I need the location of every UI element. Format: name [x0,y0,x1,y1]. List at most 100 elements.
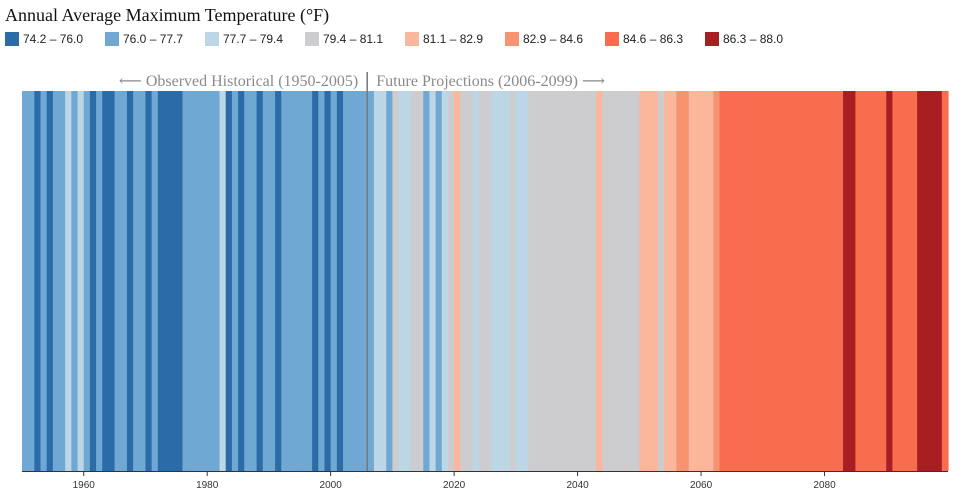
year-stripe-2054 [664,91,671,471]
year-stripe-2070 [762,91,770,471]
year-stripe-2051 [645,91,653,471]
year-stripe-1977 [188,91,196,471]
historical-period-label: ⟵ Observed Historical (1950-2005) [119,73,358,90]
year-stripe-2098 [935,91,943,471]
year-stripe-2018 [441,91,449,471]
year-stripe-1950 [22,91,29,471]
year-stripe-2000 [330,91,338,471]
year-stripe-2023 [472,91,480,471]
year-stripe-2028 [503,91,511,471]
year-stripe-2055 [670,91,677,471]
year-stripe-2067 [744,91,752,471]
year-stripe-1971 [151,91,159,471]
year-stripe-2019 [447,91,455,471]
year-stripe-2074 [787,91,795,471]
legend-item: 77.7 – 79.4 [205,32,305,46]
year-stripe-2099 [941,91,949,471]
legend-label: 74.2 – 76.0 [23,32,84,46]
x-tick-label: 1960 [73,480,96,491]
year-stripe-2003 [349,91,356,471]
legend-item: 84.6 – 86.3 [605,32,705,46]
year-stripe-2034 [540,91,548,471]
year-stripe-2081 [830,91,838,471]
year-stripe-2090 [886,91,894,471]
year-stripe-2078 [812,91,819,471]
year-stripe-1992 [281,91,289,471]
year-stripe-1995 [299,91,307,471]
legend-label: 82.9 – 84.6 [523,32,584,46]
year-stripe-2066 [738,91,745,471]
legend-swatch [305,32,319,46]
year-stripe-2089 [880,91,887,471]
year-stripe-1978 [194,91,202,471]
year-stripe-2061 [707,91,715,471]
year-stripe-2027 [497,91,505,471]
year-stripe-2047 [620,91,628,471]
year-stripe-2009 [386,91,393,471]
year-stripe-2025 [485,91,492,471]
year-stripe-2029 [509,91,517,471]
year-stripe-1999 [324,91,332,471]
year-stripe-1973 [163,91,171,471]
legend-item: 81.1 – 82.9 [405,32,505,46]
future-period-label: Future Projections (2006-2099) ⟶ [376,73,605,90]
year-stripe-2033 [534,91,542,471]
year-stripe-2021 [460,91,468,471]
year-stripe-2005 [361,91,369,471]
year-stripe-2031 [522,91,529,471]
year-stripe-2036 [552,91,560,471]
year-stripe-2001 [336,91,344,471]
year-stripe-2017 [435,91,443,471]
legend-swatch [405,32,419,46]
year-stripe-2053 [657,91,665,471]
year-stripe-1962 [96,91,103,471]
legend-swatch [505,32,519,46]
legend-item: 82.9 – 84.6 [505,32,605,46]
stripes-group [22,91,949,471]
year-stripe-2039 [571,91,579,471]
year-stripe-2035 [546,91,554,471]
year-stripe-1975 [176,91,184,471]
year-stripe-2026 [491,91,498,471]
year-stripe-2073 [781,91,789,471]
year-stripe-1980 [207,91,214,471]
year-stripe-1964 [108,91,116,471]
year-stripe-1968 [133,91,140,471]
year-stripe-1988 [256,91,264,471]
legend-swatch [105,32,119,46]
year-stripe-1974 [170,91,177,471]
year-stripe-2007 [373,91,381,471]
year-stripe-1994 [293,91,301,471]
year-stripe-2041 [583,91,591,471]
year-stripe-1965 [114,91,122,471]
year-stripe-1981 [213,91,221,471]
year-stripe-1991 [275,91,282,471]
year-stripe-2006 [367,91,375,471]
x-tick-label: 2020 [443,480,466,491]
year-stripe-1956 [59,91,66,471]
year-stripe-2048 [626,91,634,471]
year-stripe-2044 [602,91,610,471]
legend-swatch [705,32,719,46]
year-stripe-1953 [40,91,48,471]
legend-label: 86.3 – 88.0 [723,32,784,46]
x-axis-ticks: 1960 1980 2000 2020 2040 2060 2080 [73,471,836,491]
year-stripe-2037 [559,91,566,471]
year-stripe-2058 [688,91,696,471]
year-stripe-1983 [225,91,233,471]
year-stripe-2030 [515,91,523,471]
year-stripe-2083 [843,91,850,471]
year-stripe-2050 [639,91,647,471]
year-stripe-2064 [725,91,733,471]
x-tick-label: 1980 [196,480,219,491]
year-stripe-2071 [768,91,776,471]
year-stripe-1954 [46,91,54,471]
legend-label: 76.0 – 77.7 [123,32,184,46]
year-stripe-2002 [343,91,350,471]
year-stripe-2082 [836,91,844,471]
year-stripe-2079 [818,91,826,471]
year-stripe-2040 [577,91,585,471]
year-stripe-2020 [454,91,461,471]
x-tick-label: 2000 [320,480,343,491]
